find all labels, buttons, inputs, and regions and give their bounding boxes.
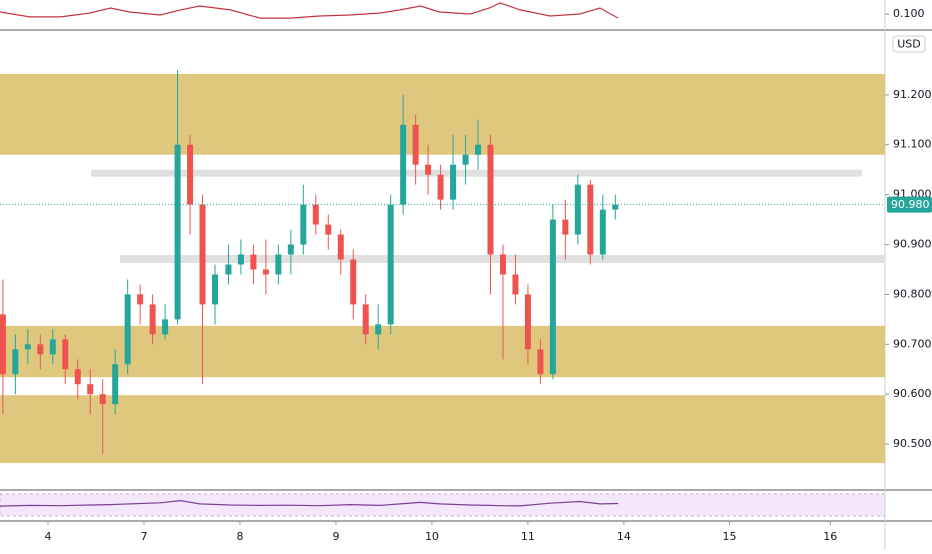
zone (0, 395, 885, 464)
bottom-indicator-line (0, 499, 619, 507)
zone (0, 325, 885, 378)
x-tick-label: 11 (521, 530, 535, 543)
candle-body (549, 219, 556, 375)
candle-body (0, 314, 6, 375)
candle-body (574, 184, 581, 235)
candle-body (337, 234, 344, 260)
candle-body (300, 204, 307, 245)
x-tick-label: 8 (236, 530, 243, 543)
x-tick-label: 9 (332, 530, 339, 543)
candle-body (475, 144, 482, 155)
candle-body (487, 144, 494, 255)
x-tick-label: 14 (617, 530, 631, 543)
last-price-box (887, 196, 932, 213)
x-tick-label: 15 (723, 530, 737, 543)
candle-body (37, 344, 44, 355)
candle-body (450, 164, 457, 200)
candle-body (162, 319, 169, 335)
y-tick-label: 91.100 (893, 138, 932, 151)
candle-body (425, 164, 432, 175)
currency-box[interactable] (892, 35, 926, 53)
candle-body (74, 369, 81, 385)
candle-body (387, 204, 394, 325)
candle-body (149, 304, 156, 335)
candle-body (287, 244, 294, 255)
candle-body (137, 294, 144, 305)
candle-body (212, 274, 219, 305)
x-tick-label: 7 (140, 530, 147, 543)
candle-body (250, 254, 257, 270)
candle-body (562, 219, 569, 235)
candle-body (237, 254, 244, 265)
candle-body (437, 174, 444, 200)
candle-body (537, 349, 544, 375)
y-tick-label: 91.200 (893, 88, 932, 101)
x-tick-label: 16 (823, 530, 837, 543)
candle-body (499, 254, 506, 275)
candle-body (199, 204, 206, 305)
y-tick-label: 90.500 (893, 437, 932, 450)
rsi-pane (0, 493, 886, 517)
y-tick-label: 90.600 (893, 387, 932, 400)
candle-body (587, 184, 594, 255)
candle-body (124, 294, 131, 365)
candle-body (524, 294, 531, 350)
indicator-tick-label: 0.100 (893, 7, 925, 20)
candle-body (275, 254, 282, 275)
candle-body (49, 339, 56, 355)
y-tick-label: 90.900 (893, 238, 932, 251)
candle-body (512, 274, 519, 295)
currency-label[interactable]: USD (897, 38, 921, 51)
candle-body (112, 364, 119, 405)
candle-body (87, 384, 94, 395)
candle-body (599, 209, 606, 255)
candle-body (612, 204, 619, 210)
candle-body (375, 324, 382, 335)
x-tick-label: 10 (425, 530, 439, 543)
candle-body (187, 144, 194, 205)
candle-body (412, 124, 419, 165)
y-tick-label: 90.800 (893, 287, 932, 300)
level-band (91, 169, 862, 177)
candle-body (325, 224, 332, 235)
candle-body (174, 144, 181, 320)
candle-body (225, 264, 232, 275)
candle-body (12, 349, 19, 375)
y-tick-label: 90.700 (893, 337, 932, 350)
candle-body (24, 344, 31, 350)
zone (0, 73, 885, 155)
candle-body (262, 269, 269, 275)
last-price-label: 90.980 (891, 198, 930, 211)
candle-body (400, 124, 407, 205)
top-indicator-line (0, 2, 619, 19)
candle-body (362, 304, 369, 335)
candle-body (99, 394, 106, 405)
candle-body (462, 154, 469, 165)
candle-body (350, 259, 357, 305)
candle-body (62, 339, 69, 370)
x-tick-label: 4 (44, 530, 51, 543)
candle-body (312, 204, 319, 225)
